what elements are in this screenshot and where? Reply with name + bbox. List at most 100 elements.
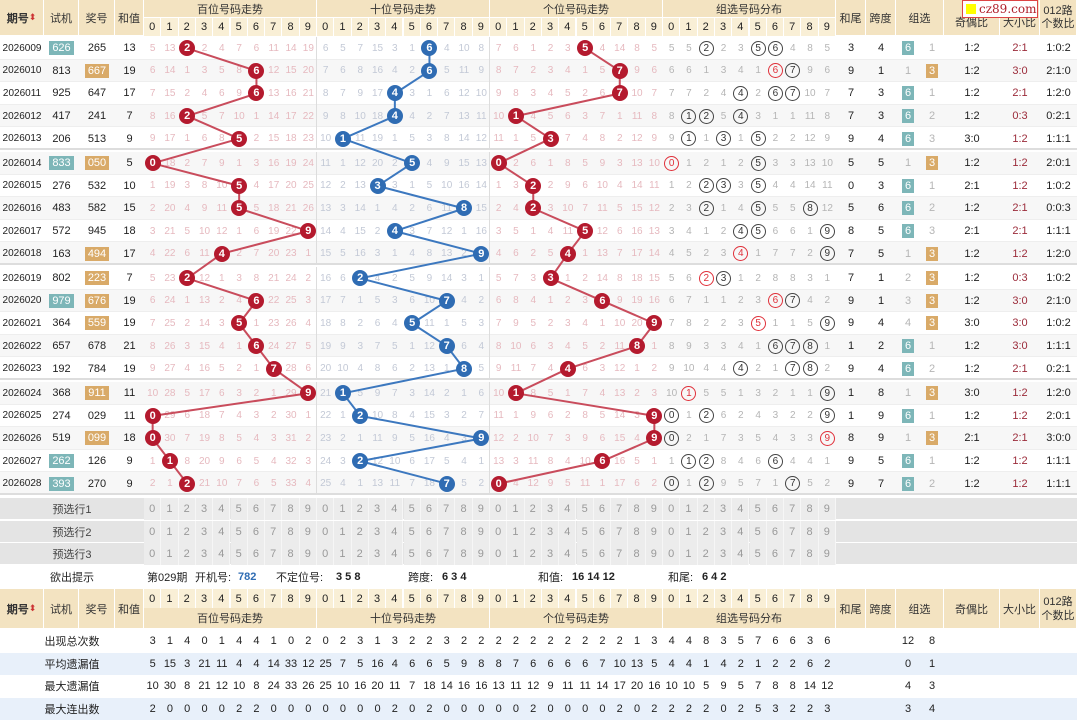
preselect-digit[interactable]: 7 [611,520,629,543]
preselect-digit[interactable]: 3 [195,498,214,520]
preselect-digit[interactable]: 5 [230,520,248,543]
preselect-digit[interactable]: 9 [299,543,317,566]
preselect-digit[interactable]: 0 [317,543,335,566]
preselect-digit[interactable]: 8 [455,543,473,566]
preselect-digit[interactable]: 9 [645,520,663,543]
preselect-digit[interactable]: 3 [368,498,387,520]
preselect-digit[interactable]: 2 [351,520,369,543]
preselect-digit[interactable]: 0 [490,498,508,520]
preselect-digit[interactable]: 3 [714,543,733,566]
preselect-digit[interactable]: 0 [317,498,335,520]
preselect-digit[interactable]: 7 [438,498,456,520]
preselect-digit[interactable]: 1 [680,543,698,566]
preselect-digit[interactable]: 9 [472,498,490,520]
preselect-digit[interactable]: 1 [161,498,179,520]
preselect-digit[interactable]: 9 [818,498,836,520]
preselect-digit[interactable]: 5 [749,543,767,566]
preselect-digit[interactable]: 2 [697,520,715,543]
preselect-digit[interactable]: 2 [178,543,196,566]
preselect-digit[interactable]: 8 [801,520,819,543]
preselect-digit[interactable]: 6 [247,543,266,566]
preselect-digit[interactable]: 8 [455,520,473,543]
preselect-digit[interactable]: 1 [334,543,352,566]
table-row[interactable] [0,37,1077,60]
preselect-digit[interactable]: 5 [230,498,248,520]
preselect-digit[interactable]: 6 [593,520,612,543]
preselect-digit[interactable]: 4 [732,498,750,520]
preselect-digit[interactable]: 3 [368,520,387,543]
preselect-digit[interactable]: 5 [403,520,421,543]
preselect-digit[interactable]: 2 [351,498,369,520]
preselect-digit[interactable]: 7 [784,520,802,543]
preselect-digit[interactable]: 6 [766,498,785,520]
preselect-digit[interactable]: 0 [663,498,681,520]
preselect-digit[interactable]: 8 [282,543,300,566]
preselect-digit[interactable]: 7 [784,498,802,520]
preselect-digit[interactable]: 0 [663,520,681,543]
preselect-digit[interactable]: 3 [195,543,214,566]
preselect-digit[interactable]: 2 [351,543,369,566]
preselect-digit[interactable]: 5 [230,543,248,566]
column-header-issue[interactable]: 期号 ⬍ [0,0,44,36]
preselect-digit[interactable]: 9 [299,498,317,520]
preselect-digit[interactable]: 2 [178,520,196,543]
preselect-digit[interactable]: 1 [507,520,525,543]
preselect-digit[interactable]: 4 [213,520,231,543]
preselect-digit[interactable]: 4 [386,520,404,543]
table-row[interactable] [0,427,1077,450]
preselect-digit[interactable]: 7 [438,543,456,566]
preselect-digit[interactable]: 0 [144,543,162,566]
preselect-digit[interactable]: 5 [576,498,594,520]
preselect-digit[interactable]: 1 [507,498,525,520]
preselect-digit[interactable]: 7 [611,498,629,520]
preselect-digit[interactable]: 5 [403,543,421,566]
preselect-digit[interactable]: 4 [559,498,577,520]
preselect-digit[interactable]: 5 [749,498,767,520]
preselect-digit[interactable]: 7 [611,543,629,566]
preselect-digit[interactable]: 2 [697,543,715,566]
table-row[interactable] [0,59,1077,83]
preselect-digit[interactable]: 1 [507,543,525,566]
preselect-digit[interactable]: 2 [524,543,542,566]
preselect-digit[interactable]: 5 [403,498,421,520]
preselect-digit[interactable]: 7 [784,543,802,566]
preselect-digit[interactable]: 7 [265,520,283,543]
preselect-digit[interactable]: 6 [593,543,612,566]
preselect-digit[interactable]: 4 [213,498,231,520]
preselect-digit[interactable]: 5 [749,520,767,543]
preselect-digit[interactable]: 6 [420,520,439,543]
preselect-digit[interactable]: 8 [628,543,646,566]
preselect-digit[interactable]: 6 [247,520,266,543]
preselect-digit[interactable]: 4 [213,543,231,566]
preselect-digit[interactable]: 4 [386,498,404,520]
preselect-digit[interactable]: 8 [628,498,646,520]
preselect-digit[interactable]: 8 [282,498,300,520]
preselect-digit[interactable]: 1 [161,543,179,566]
preselect-digit[interactable]: 7 [438,520,456,543]
preselect-digit[interactable]: 4 [386,543,404,566]
preselect-digit[interactable]: 2 [178,498,196,520]
column-header-issue-2[interactable]: 期号 ⬍ [0,589,44,629]
preselect-digit[interactable]: 2 [697,498,715,520]
preselect-digit[interactable]: 3 [541,498,560,520]
preselect-digit[interactable]: 3 [714,520,733,543]
preselect-digit[interactable]: 2 [524,520,542,543]
preselect-digit[interactable]: 0 [144,520,162,543]
preselect-digit[interactable]: 0 [144,498,162,520]
preselect-digit[interactable]: 9 [472,520,490,543]
preselect-digit[interactable]: 9 [299,520,317,543]
preselect-digit[interactable]: 9 [645,543,663,566]
preselect-digit[interactable]: 1 [680,498,698,520]
preselect-digit[interactable]: 8 [801,498,819,520]
preselect-digit[interactable]: 0 [490,543,508,566]
preselect-digit[interactable]: 1 [334,498,352,520]
table-row[interactable] [0,312,1077,335]
preselect-digit[interactable]: 4 [732,520,750,543]
table-row[interactable] [0,289,1077,313]
preselect-digit[interactable]: 3 [541,520,560,543]
preselect-digit[interactable]: 8 [282,520,300,543]
preselect-digit[interactable]: 0 [490,520,508,543]
preselect-digit[interactable]: 9 [645,498,663,520]
table-row[interactable] [0,267,1077,290]
preselect-digit[interactable]: 8 [628,520,646,543]
